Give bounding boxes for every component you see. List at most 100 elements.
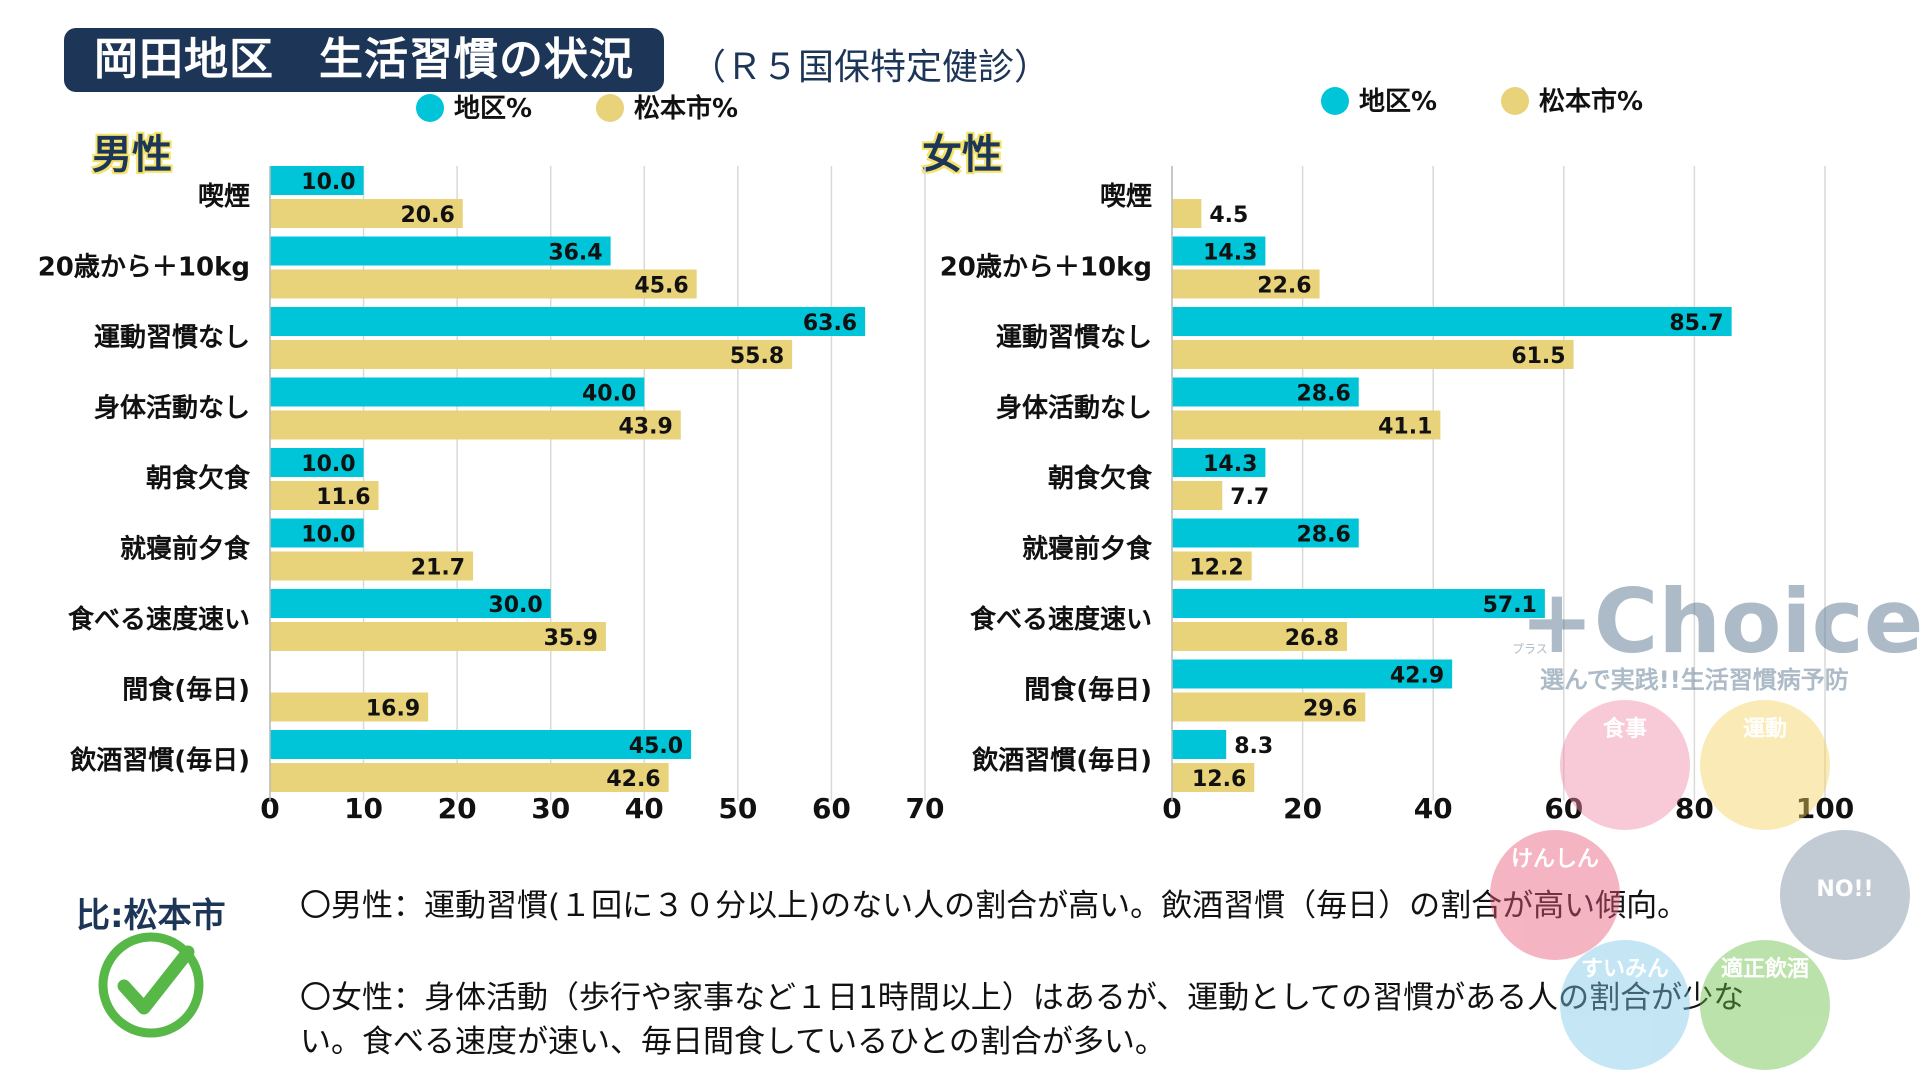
legend-marker: [1321, 87, 1349, 115]
category-label: 喫煙: [1100, 182, 1152, 212]
category-label: 食べる速度速い: [68, 604, 250, 635]
bar-city: [1172, 692, 1366, 722]
logo-circle-exercise: 運動: [1700, 700, 1830, 830]
bar-city: [270, 622, 606, 651]
x-tick-label: 30: [531, 792, 570, 825]
data-label: 43.9: [618, 415, 672, 440]
bar-district: [1172, 659, 1453, 689]
legend-label: 松本市%: [1539, 86, 1643, 117]
bar-city: [270, 763, 669, 792]
page-title: 岡田地区 生活習慣の状況: [64, 28, 664, 92]
data-label: 57.1: [1483, 593, 1537, 618]
data-label: 42.6: [606, 767, 660, 792]
bar-district: [270, 166, 364, 195]
category-label: 身体活動なし: [996, 393, 1152, 424]
data-label: 26.8: [1285, 626, 1339, 651]
data-label: 55.8: [730, 344, 784, 369]
data-label: 42.9: [1390, 664, 1444, 689]
bar-district: [270, 377, 645, 407]
data-label: 85.7: [1669, 311, 1723, 336]
category-label: 運動習慣なし: [996, 323, 1152, 353]
legend-label: 地区%: [454, 94, 532, 124]
bar-city: [1172, 199, 1202, 228]
logo-kana: プラス: [1512, 642, 1548, 656]
legend-label: 地区%: [1359, 87, 1437, 117]
bar-city: [1172, 551, 1252, 581]
x-tick-label: 60: [812, 792, 851, 825]
category-label: 就寝前夕食: [120, 534, 251, 565]
category-label: 身体活動なし: [94, 393, 250, 424]
data-label: 29.6: [1303, 697, 1357, 722]
note-male: 〇男性：運動習慣(１回に３０分以上)のない人の割合が高い。飲酒習慣（毎日）の割合…: [300, 888, 1689, 924]
bar-district: [1172, 589, 1545, 618]
legend-marker: [1501, 87, 1529, 115]
data-label: 10.0: [301, 523, 355, 548]
bar-city: [270, 551, 474, 581]
choice-logo: +Choice プラス 選んで実践!!生活習慣病予防 食事 運動 けんしん NO…: [1490, 570, 1920, 1070]
checkmark-icon: [98, 932, 204, 1038]
category-label: 20歳から＋10kg: [940, 253, 1152, 283]
category-label: 20歳から＋10kg: [38, 253, 250, 283]
data-label: 22.6: [1257, 274, 1311, 299]
data-label: 20.6: [400, 203, 454, 228]
data-label: 10.0: [301, 452, 355, 477]
bar-city: [1172, 622, 1348, 651]
data-label: 21.7: [411, 556, 465, 581]
data-label: 45.0: [629, 734, 683, 759]
bar-district: [270, 448, 364, 477]
x-tick-label: 70: [906, 792, 945, 825]
bar-city: [270, 692, 429, 722]
category-label: 間食(毎日): [1024, 675, 1152, 706]
legend-marker: [416, 94, 444, 122]
x-tick-label: 100: [1796, 792, 1854, 825]
bar-district: [270, 236, 611, 266]
note-female-line2: い。食べる速度が速い、毎日間食しているひとの割合が多い。: [300, 1024, 1166, 1060]
data-label: 63.6: [803, 311, 857, 336]
category-label: 間食(毎日): [122, 675, 250, 706]
bar-city: [270, 269, 697, 299]
data-label: 36.4: [548, 241, 602, 266]
logo-circle-alcohol: 適正飲酒: [1700, 940, 1830, 1070]
category-label: 飲酒習慣(毎日): [971, 745, 1152, 776]
bar-city: [270, 410, 681, 440]
bar-district: [270, 518, 364, 548]
x-tick-label: 20: [438, 792, 477, 825]
habit-charts: 0 10 20 30 40 50 60 70 地区% 松本市% 喫煙 10.0 20.6 20歳から＋10…: [38, 86, 1855, 825]
bar-city: [1172, 481, 1223, 510]
data-label: 16.9: [366, 697, 420, 722]
data-label: 4.5: [1209, 203, 1248, 228]
bar-district: [1172, 377, 1359, 407]
male-chart-title: 男性: [92, 132, 172, 178]
bar-district: [1172, 307, 1732, 336]
bar-district: [270, 589, 551, 618]
data-label: 40.0: [582, 382, 636, 407]
x-tick-label: 60: [1544, 792, 1583, 825]
logo-brand: +Choice: [1520, 570, 1920, 673]
data-label: 28.6: [1296, 382, 1350, 407]
data-label: 12.6: [1192, 767, 1246, 792]
bar-district: [1172, 236, 1266, 266]
bar-city: [1172, 340, 1574, 369]
x-tick-label: 20: [1283, 792, 1322, 825]
data-label: 11.6: [316, 485, 370, 510]
category-label: 朝食欠食: [1048, 463, 1153, 494]
x-tick-label: 40: [625, 792, 664, 825]
bar-city: [270, 340, 793, 369]
data-label: 41.1: [1378, 415, 1432, 440]
bar-city: [1172, 410, 1441, 440]
data-label: 45.6: [634, 274, 688, 299]
data-label: 14.3: [1203, 241, 1257, 266]
data-label: 10.0: [301, 170, 355, 195]
data-label: 12.2: [1189, 556, 1243, 581]
logo-tagline: 選んで実践!!生活習慣病予防: [1540, 666, 1849, 694]
bar-city: [270, 481, 379, 510]
legend-marker: [596, 94, 624, 122]
category-label: 飲酒習慣(毎日): [69, 745, 250, 776]
x-tick-label: 40: [1414, 792, 1453, 825]
bar-district: [270, 307, 866, 336]
logo-circle-no-smoking: NO!!: [1780, 830, 1910, 960]
category-label: 朝食欠食: [146, 463, 251, 494]
legend-label: 松本市%: [634, 93, 738, 124]
x-tick-label: 80: [1675, 792, 1714, 825]
data-label: 8.3: [1234, 734, 1273, 759]
